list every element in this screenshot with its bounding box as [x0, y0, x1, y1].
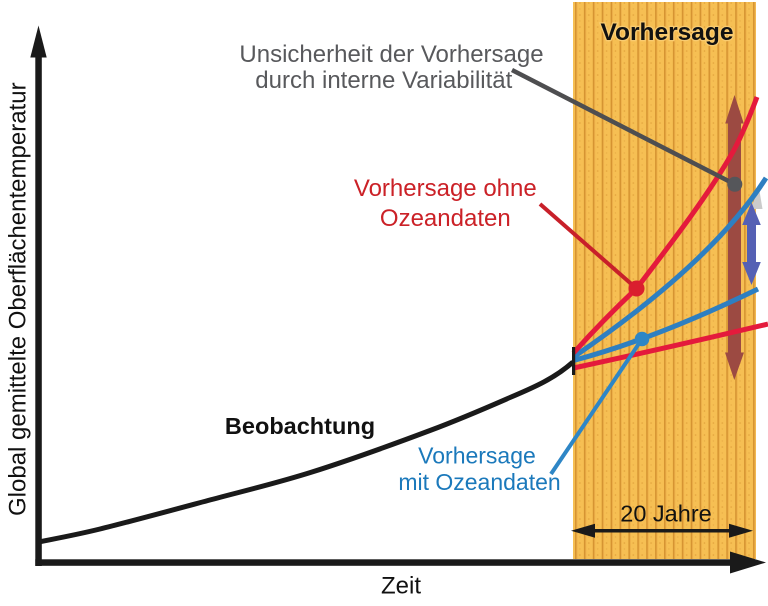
svg-text:mit Ozeandaten: mit Ozeandaten	[398, 469, 560, 495]
svg-text:Global gemittelte Oberflächent: Global gemittelte Oberflächentemperatur	[5, 82, 32, 516]
svg-text:Unsicherheit der Vorhersage: Unsicherheit der Vorhersage	[239, 41, 543, 68]
svg-text:Vorhersage: Vorhersage	[418, 443, 536, 469]
svg-text:Vorhersage ohne: Vorhersage ohne	[354, 175, 537, 202]
svg-text:durch interne Variabilität: durch interne Variabilität	[255, 67, 512, 94]
svg-text:20 Jahre: 20 Jahre	[620, 501, 711, 527]
svg-text:Zeit: Zeit	[381, 572, 421, 599]
svg-text:Vorhersage: Vorhersage	[601, 19, 734, 46]
svg-text:Ozeandaten: Ozeandaten	[380, 205, 511, 232]
svg-text:Beobachtung: Beobachtung	[225, 413, 375, 439]
